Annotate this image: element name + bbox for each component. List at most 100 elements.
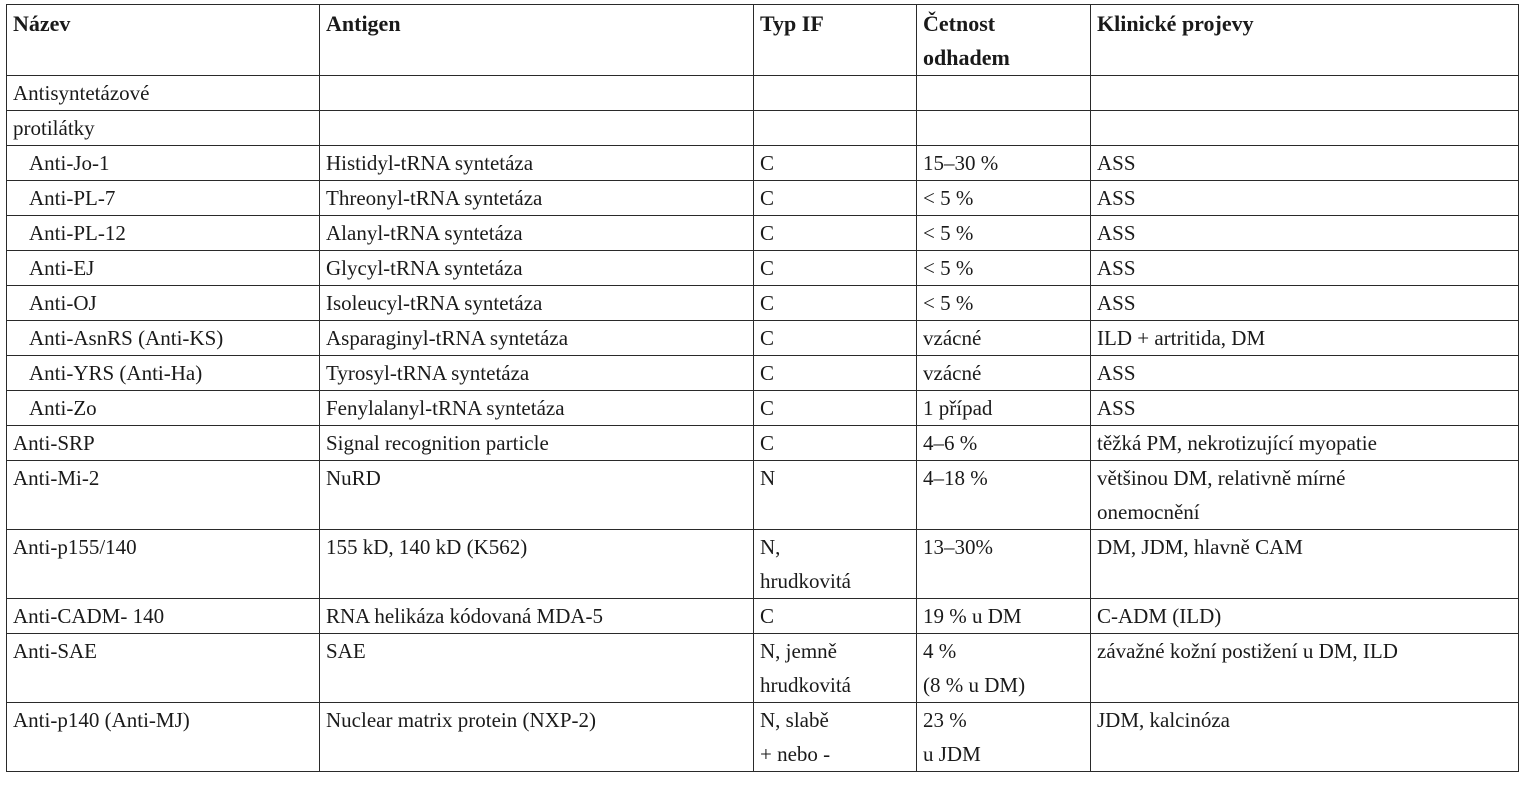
table-row: Anti-Jo-1 Histidyl-tRNA syntetáza C 15–3… (6, 145, 1519, 181)
cell-antigen: Glycyl-tRNA syntetáza (319, 250, 754, 286)
cell-projevy: většinou DM, relativně mírné onemocnění (1090, 460, 1519, 530)
empty-cell (1090, 75, 1519, 111)
cell-cetnost: 4–18 % (916, 460, 1091, 530)
cell-nazev: Anti-AsnRS (Anti-KS) (6, 320, 320, 356)
cell-projevy: JDM, kalcinóza (1090, 702, 1519, 772)
cell-projevy: ASS (1090, 145, 1519, 181)
header-nazev: Název (6, 4, 320, 76)
cell-projevy: ASS (1090, 355, 1519, 391)
cell-nazev: Anti-PL-12 (6, 215, 320, 251)
cell-antigen: Nuclear matrix protein (NXP-2) (319, 702, 754, 772)
cell-projevy: DM, JDM, hlavně CAM (1090, 529, 1519, 599)
cell-typ-if: C (753, 355, 917, 391)
cell-antigen: Isoleucyl-tRNA syntetáza (319, 285, 754, 321)
cell-cetnost: 4–6 % (916, 425, 1091, 461)
header-cetnost: Četnost odhadem (916, 4, 1091, 76)
table-row: Anti-YRS (Anti-Ha) Tyrosyl-tRNA syntetáz… (6, 355, 1519, 391)
empty-cell (319, 75, 754, 111)
cell-projevy: ASS (1090, 215, 1519, 251)
cell-antigen: SAE (319, 633, 754, 703)
cell-nazev: Anti-Jo-1 (6, 145, 320, 181)
cell-cetnost: vzácné (916, 355, 1091, 391)
cell-antigen: Alanyl-tRNA syntetáza (319, 215, 754, 251)
empty-cell (753, 110, 917, 146)
cell-typ-if: C (753, 425, 917, 461)
empty-cell (753, 75, 917, 111)
table-row: Anti-Zo Fenylalanyl-tRNA syntetáza C 1 p… (6, 390, 1519, 426)
cell-antigen: Threonyl-tRNA syntetáza (319, 180, 754, 216)
cell-cetnost: 19 % u DM (916, 598, 1091, 634)
group-label-line2: protilátky (6, 110, 320, 146)
table-row: Anti-CADM- 140 RNA helikáza kódovaná MDA… (6, 598, 1519, 634)
cell-cetnost: vzácné (916, 320, 1091, 356)
header-row: Název Antigen Typ IF Četnost odhadem Kli… (6, 4, 1519, 76)
cell-antigen: Fenylalanyl-tRNA syntetáza (319, 390, 754, 426)
cell-antigen: Histidyl-tRNA syntetáza (319, 145, 754, 181)
cell-typ-if: N (753, 460, 917, 530)
cell-nazev: Anti-SAE (6, 633, 320, 703)
cell-nazev: Anti-YRS (Anti-Ha) (6, 355, 320, 391)
cell-projevy: C-ADM (ILD) (1090, 598, 1519, 634)
cell-nazev: Anti-PL-7 (6, 180, 320, 216)
table-row: Anti-SAE SAE N, jemně hrudkovitá 4 % (8 … (6, 633, 1519, 703)
cell-typ-if: N, slabě + nebo - (753, 702, 917, 772)
table-row: Anti-SRP Signal recognition particle C 4… (6, 425, 1519, 461)
cell-nazev: Anti-OJ (6, 285, 320, 321)
empty-cell (319, 110, 754, 146)
cell-antigen: Signal recognition particle (319, 425, 754, 461)
cell-nazev: Anti-Mi-2 (6, 460, 320, 530)
cell-typ-if: N, hrudkovitá (753, 529, 917, 599)
cell-nazev: Anti-SRP (6, 425, 320, 461)
cell-projevy: závažné kožní postižení u DM, ILD (1090, 633, 1519, 703)
cell-typ-if: C (753, 390, 917, 426)
cell-antigen: Asparaginyl-tRNA syntetáza (319, 320, 754, 356)
cell-projevy: ASS (1090, 390, 1519, 426)
cell-cetnost: < 5 % (916, 250, 1091, 286)
group-row: Antisyntetázové (6, 75, 1519, 111)
cell-projevy: ASS (1090, 180, 1519, 216)
cell-cetnost: 13–30% (916, 529, 1091, 599)
cell-cetnost: 15–30 % (916, 145, 1091, 181)
cell-typ-if: C (753, 180, 917, 216)
cell-cetnost: < 5 % (916, 215, 1091, 251)
cell-typ-if: C (753, 285, 917, 321)
table-row: Anti-PL-7 Threonyl-tRNA syntetáza C < 5 … (6, 180, 1519, 216)
cell-cetnost: < 5 % (916, 180, 1091, 216)
cell-projevy: ASS (1090, 250, 1519, 286)
empty-cell (1090, 110, 1519, 146)
cell-nazev: Anti-Zo (6, 390, 320, 426)
group-label-line1: Antisyntetázové (6, 75, 320, 111)
table-row: Anti-p155/140 155 kD, 140 kD (K562) N, h… (6, 529, 1519, 599)
header-antigen: Antigen (319, 4, 754, 76)
group-row: protilátky (6, 110, 1519, 146)
table-body: Antisyntetázové protilátky Anti-Jo-1 His… (6, 75, 1519, 772)
cell-antigen: RNA helikáza kódovaná MDA-5 (319, 598, 754, 634)
cell-projevy: ILD + artritida, DM (1090, 320, 1519, 356)
cell-typ-if: C (753, 250, 917, 286)
cell-nazev: Anti-p155/140 (6, 529, 320, 599)
table-row: Anti-OJ Isoleucyl-tRNA syntetáza C < 5 %… (6, 285, 1519, 321)
table-row: Anti-PL-12 Alanyl-tRNA syntetáza C < 5 %… (6, 215, 1519, 251)
table-header: Název Antigen Typ IF Četnost odhadem Kli… (6, 4, 1519, 76)
cell-typ-if: C (753, 215, 917, 251)
cell-nazev: Anti-p140 (Anti-MJ) (6, 702, 320, 772)
cell-cetnost: 23 % u JDM (916, 702, 1091, 772)
header-typ-if: Typ IF (753, 4, 917, 76)
cell-typ-if: N, jemně hrudkovitá (753, 633, 917, 703)
empty-cell (916, 110, 1091, 146)
cell-typ-if: C (753, 145, 917, 181)
cell-typ-if: C (753, 598, 917, 634)
table-row: Anti-Mi-2 NuRD N 4–18 % většinou DM, rel… (6, 460, 1519, 530)
cell-cetnost: 1 případ (916, 390, 1091, 426)
cell-typ-if: C (753, 320, 917, 356)
cell-nazev: Anti-EJ (6, 250, 320, 286)
cell-projevy: těžká PM, nekrotizující myopatie (1090, 425, 1519, 461)
table-row: Anti-EJ Glycyl-tRNA syntetáza C < 5 % AS… (6, 250, 1519, 286)
cell-projevy: ASS (1090, 285, 1519, 321)
table-row: Anti-p140 (Anti-MJ) Nuclear matrix prote… (6, 702, 1519, 772)
cell-antigen: Tyrosyl-tRNA syntetáza (319, 355, 754, 391)
empty-cell (916, 75, 1091, 111)
myositis-antibodies-table: Název Antigen Typ IF Četnost odhadem Kli… (6, 4, 1519, 772)
table-row: Anti-AsnRS (Anti-KS) Asparaginyl-tRNA sy… (6, 320, 1519, 356)
cell-antigen: NuRD (319, 460, 754, 530)
